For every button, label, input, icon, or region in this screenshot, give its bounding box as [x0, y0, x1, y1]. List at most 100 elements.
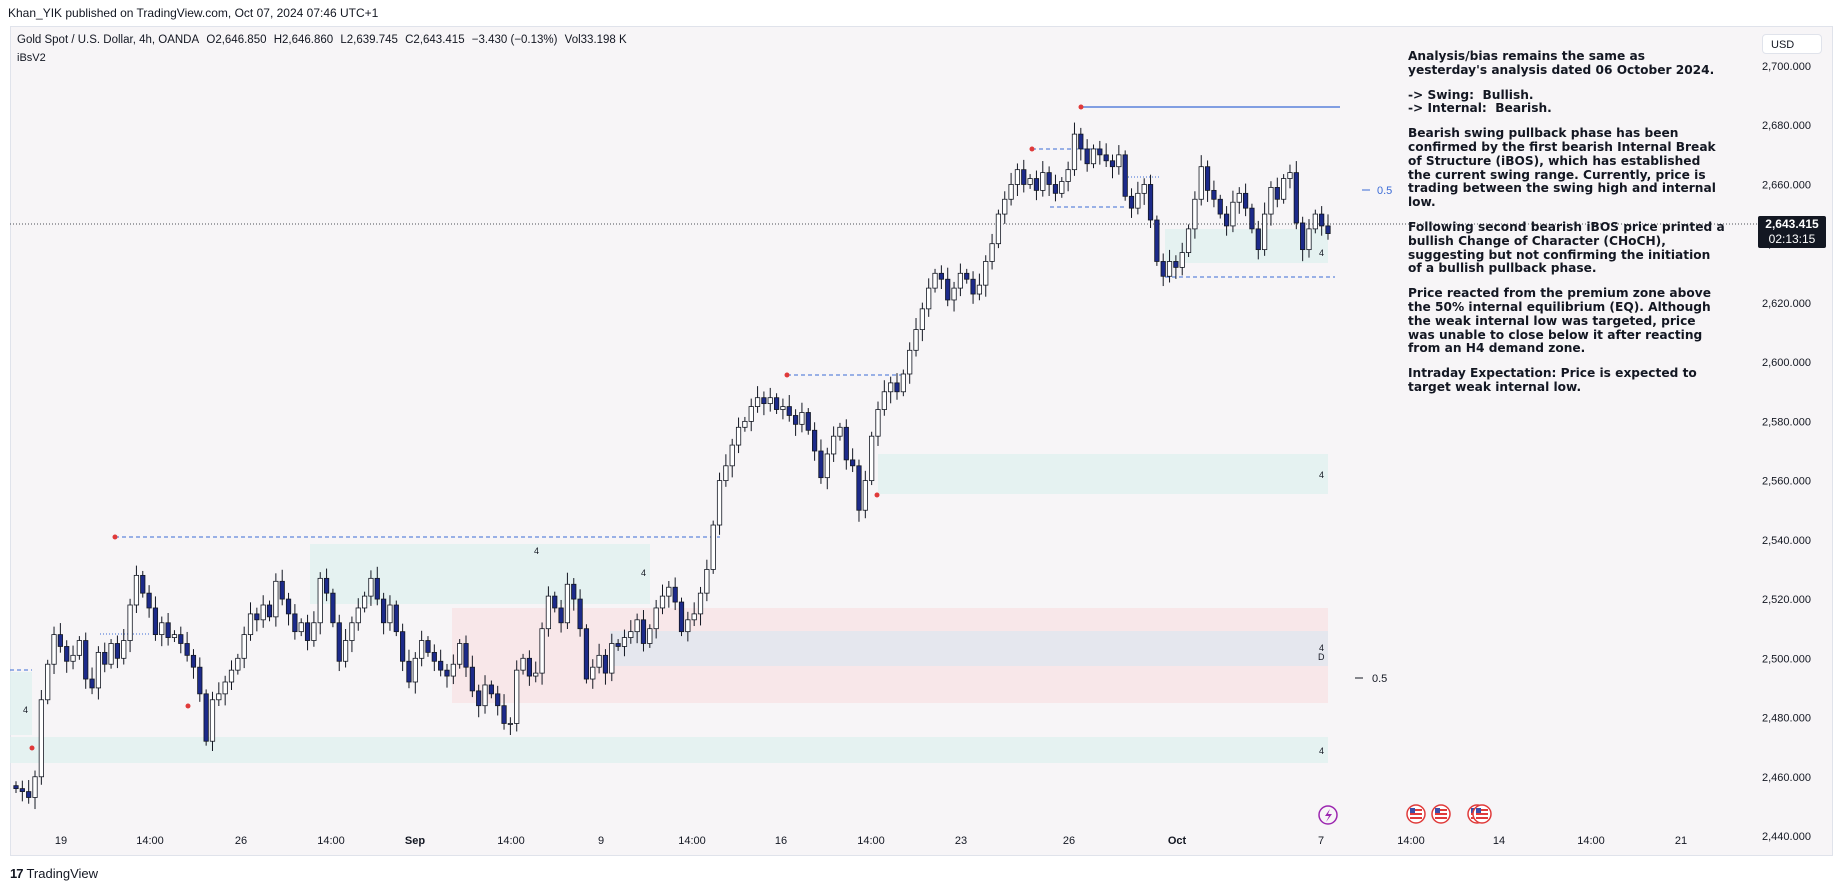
candle-up[interactable] — [710, 524, 716, 570]
candle-down[interactable] — [292, 613, 298, 633]
candle-up[interactable] — [1008, 184, 1014, 200]
candle-up[interactable] — [1065, 169, 1071, 182]
candle-up[interactable] — [482, 684, 488, 707]
candle-down[interactable] — [19, 788, 25, 792]
candle-down[interactable] — [89, 678, 95, 689]
candle-down[interactable] — [323, 577, 330, 594]
candle-up[interactable] — [1141, 184, 1147, 194]
candle-up[interactable] — [995, 213, 1002, 245]
candle-up[interactable] — [355, 607, 361, 624]
candle-up[interactable] — [900, 373, 906, 393]
candle-down[interactable] — [856, 465, 862, 511]
candle-down[interactable] — [552, 595, 558, 609]
candle-up[interactable] — [742, 420, 748, 428]
candle-down[interactable] — [476, 690, 482, 707]
candle-up[interactable] — [932, 272, 938, 289]
candle-down[interactable] — [558, 607, 564, 624]
candle-down[interactable] — [812, 429, 818, 452]
candle-down[interactable] — [1154, 219, 1160, 262]
candle-down[interactable] — [1052, 184, 1059, 194]
currency-selector[interactable]: USD — [1762, 34, 1822, 54]
candles[interactable] — [13, 122, 1331, 810]
candle-down[interactable] — [843, 426, 849, 461]
candle-down[interactable] — [406, 660, 412, 683]
candle-up[interactable] — [729, 444, 735, 467]
candle-down[interactable] — [1033, 178, 1040, 191]
candle-up[interactable] — [108, 643, 114, 665]
candle-down[interactable] — [102, 651, 108, 665]
candle-up[interactable] — [387, 604, 393, 624]
candle-up[interactable] — [685, 619, 691, 633]
candle-up[interactable] — [133, 574, 140, 606]
candle-up[interactable] — [507, 723, 513, 725]
candle-up[interactable] — [76, 640, 82, 656]
candle-up[interactable] — [1179, 252, 1185, 268]
candle-up[interactable] — [1230, 201, 1236, 227]
candle-up[interactable] — [247, 613, 254, 636]
candle-down[interactable] — [266, 604, 273, 618]
candle-down[interactable] — [1147, 184, 1154, 221]
candle-down[interactable] — [571, 583, 577, 600]
candle-up[interactable] — [235, 657, 241, 671]
candle-up[interactable] — [647, 628, 653, 644]
candle-up[interactable] — [260, 604, 266, 621]
candle-down[interactable] — [336, 622, 342, 662]
candle-up[interactable] — [659, 595, 666, 609]
candle-up[interactable] — [1192, 198, 1198, 230]
candle-down[interactable] — [190, 654, 197, 668]
candle-down[interactable] — [1204, 166, 1211, 191]
candle-up[interactable] — [273, 580, 279, 618]
candle-down[interactable] — [1109, 160, 1116, 168]
time-axis[interactable]: 19 14:00 26 14:00 Sep 14:00 9 14:00 16 14:00 23 26 O… — [55, 835, 1687, 847]
candle-down[interactable] — [1300, 222, 1306, 251]
candle-up[interactable] — [907, 349, 913, 375]
candle-up[interactable] — [1040, 172, 1046, 191]
price-axis[interactable]: 2,440.000 2,460.000 2,480.000 2,500.000 2,52… — [1762, 61, 1811, 843]
candle-up[interactable] — [926, 287, 932, 310]
candle-down[interactable] — [1097, 148, 1103, 156]
indicator-label[interactable]: iBsV2 — [17, 52, 46, 64]
candle-down[interactable] — [773, 397, 780, 410]
candle-up[interactable] — [1166, 261, 1173, 277]
candle-down[interactable] — [761, 397, 767, 405]
candle-down[interactable] — [469, 666, 475, 692]
candle-up[interactable] — [1059, 181, 1065, 194]
candle-up[interactable] — [1312, 213, 1318, 230]
candle-down[interactable] — [330, 592, 336, 624]
candle-up[interactable] — [1281, 178, 1287, 200]
candle-up[interactable] — [989, 243, 995, 262]
candle-down[interactable] — [431, 651, 437, 662]
candle-down[interactable] — [672, 586, 678, 603]
candle-down[interactable] — [495, 693, 501, 707]
candle-up[interactable] — [697, 592, 704, 615]
candle-up[interactable] — [862, 480, 868, 511]
candle-up[interactable] — [95, 651, 101, 689]
candle-down[interactable] — [501, 705, 507, 724]
candle-up[interactable] — [799, 412, 805, 425]
candle-up[interactable] — [1014, 169, 1021, 185]
candle-down[interactable] — [444, 669, 450, 677]
candle-up[interactable] — [628, 631, 634, 638]
candle-up[interactable] — [869, 435, 875, 482]
candle-down[interactable] — [1325, 225, 1331, 234]
candle-up[interactable] — [1002, 198, 1008, 215]
candle-down[interactable] — [197, 666, 203, 695]
candle-down[interactable] — [488, 684, 494, 695]
candle-up[interactable] — [70, 654, 76, 662]
candle-up[interactable] — [216, 693, 222, 701]
candle-down[interactable] — [583, 628, 590, 680]
candle-down[interactable] — [1319, 213, 1325, 227]
candle-down[interactable] — [678, 601, 685, 633]
candle-up[interactable] — [241, 634, 247, 659]
candle-down[interactable] — [178, 634, 184, 644]
candle-up[interactable] — [361, 595, 368, 609]
candle-down[interactable] — [1255, 228, 1261, 251]
candle-down[interactable] — [203, 693, 209, 742]
candle-up[interactable] — [754, 397, 761, 407]
candle-up[interactable] — [881, 391, 887, 410]
candle-down[interactable] — [945, 278, 951, 301]
candle-up[interactable] — [723, 465, 729, 482]
candle-up[interactable] — [609, 643, 615, 674]
candle-up[interactable] — [1236, 192, 1242, 203]
